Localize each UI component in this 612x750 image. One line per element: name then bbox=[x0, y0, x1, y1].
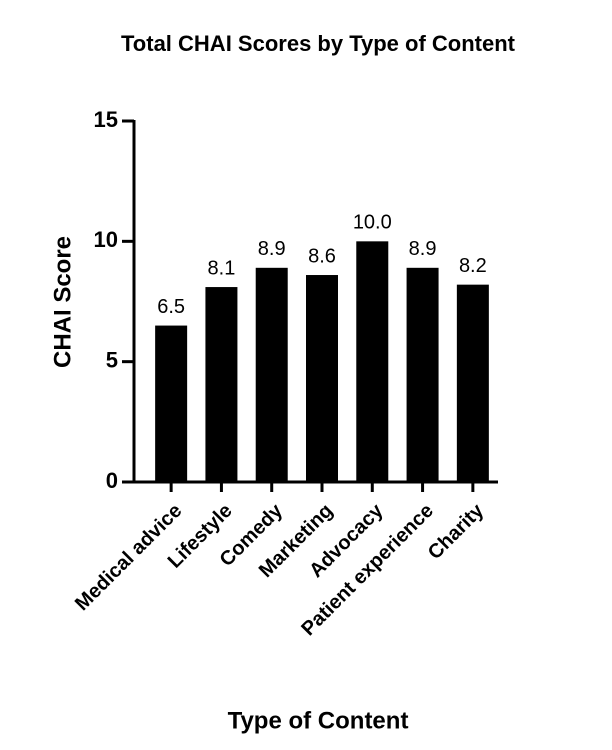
bar bbox=[406, 267, 439, 482]
value-label: 8.2 bbox=[459, 255, 487, 277]
bar bbox=[155, 325, 188, 482]
x-tick-label: Charity bbox=[424, 499, 489, 564]
bar bbox=[255, 267, 288, 482]
y-tick-label: 0 bbox=[106, 468, 118, 493]
bar bbox=[205, 287, 238, 482]
x-axis-label: Type of Content bbox=[228, 707, 409, 734]
value-label: 6.5 bbox=[157, 296, 185, 318]
value-label: 8.9 bbox=[258, 238, 286, 260]
value-label: 8.6 bbox=[308, 245, 336, 267]
bar bbox=[456, 284, 489, 482]
y-tick-label: 10 bbox=[94, 227, 118, 252]
bar bbox=[356, 241, 389, 482]
bar bbox=[306, 275, 338, 482]
chart-title: Total CHAI Scores by Type of Content bbox=[121, 31, 516, 56]
y-axis-label: CHAI Score bbox=[49, 236, 76, 368]
value-label: 8.1 bbox=[208, 257, 236, 279]
value-label: 8.9 bbox=[409, 238, 437, 260]
y-tick-label: 15 bbox=[94, 107, 118, 132]
y-tick-label: 5 bbox=[106, 347, 118, 372]
value-label: 10.0 bbox=[353, 212, 392, 234]
